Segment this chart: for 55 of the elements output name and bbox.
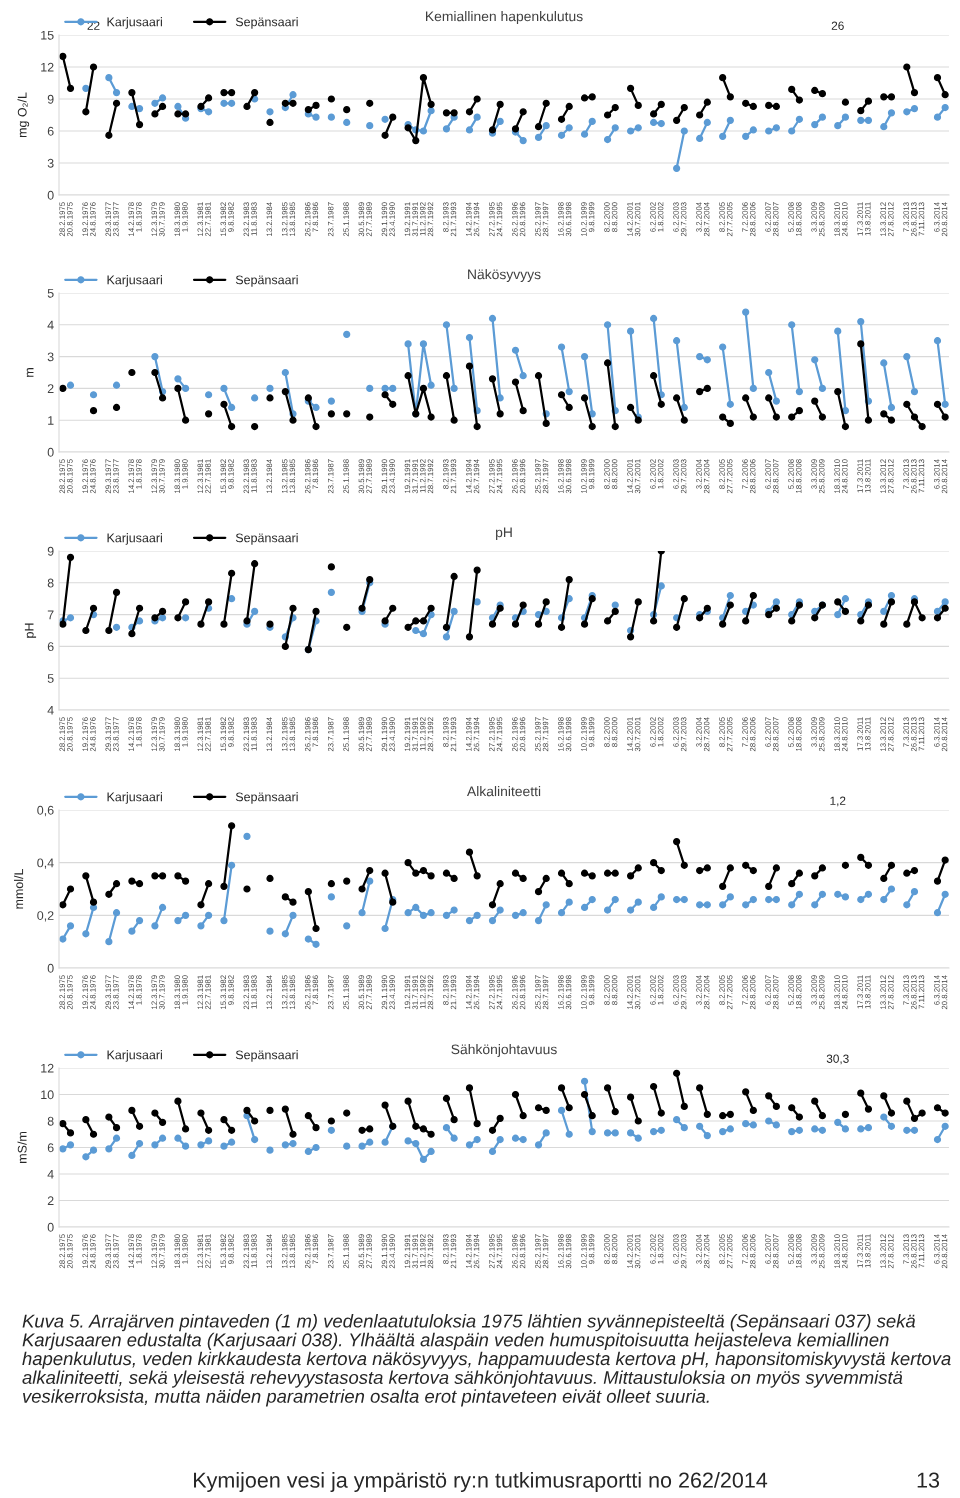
legend-label: Karjusaari bbox=[107, 275, 162, 287]
y-tick-label: 4 bbox=[47, 705, 54, 715]
text: 30,3 bbox=[826, 1054, 849, 1065]
y-axis-title: pH bbox=[24, 623, 37, 638]
chart-title: Sähkönjohtavuus bbox=[451, 1044, 557, 1057]
y-tick-label: 6 bbox=[47, 642, 54, 652]
y-tick-label: 6 bbox=[47, 126, 54, 136]
legend-label: Karjusaari bbox=[107, 533, 162, 545]
y-tick-label: 5 bbox=[47, 288, 54, 298]
y-tick-label: 12 bbox=[41, 1063, 54, 1073]
y-tick-label: 15 bbox=[41, 30, 54, 40]
y-tick-label: 1 bbox=[48, 416, 54, 425]
y-tick-label: 0,4 bbox=[37, 858, 54, 869]
legend-label: Karjusaari bbox=[107, 17, 162, 29]
legend-label: Sepänsaari bbox=[235, 1050, 298, 1062]
chart-title: pH bbox=[496, 527, 512, 540]
y-tick-label: 0 bbox=[47, 1222, 54, 1232]
y-axis-title: mg O₂/L bbox=[17, 92, 30, 138]
y-tick-label: 10 bbox=[41, 1090, 54, 1100]
y-tick-label: 0 bbox=[47, 963, 54, 973]
y-tick-label: 3 bbox=[47, 158, 54, 168]
y-axis-title: mmol/L bbox=[14, 868, 24, 909]
y-tick-label: 0,6 bbox=[37, 805, 54, 817]
legend-label: Sepänsaari bbox=[235, 792, 298, 804]
y-tick-label: 12 bbox=[41, 62, 54, 72]
text: 13 bbox=[917, 1472, 940, 1488]
legend-label: Sepänsaari bbox=[235, 533, 298, 545]
y-tick-label: 0,2 bbox=[37, 911, 54, 922]
y-axis-title: m bbox=[26, 368, 34, 377]
y-tick-label: 7 bbox=[47, 610, 54, 620]
y-tick-label: 2 bbox=[47, 384, 54, 393]
legend-label: Sepänsaari bbox=[235, 275, 298, 287]
legend-label: Sepänsaari bbox=[235, 17, 298, 29]
y-axis-title: mS/m bbox=[17, 1132, 27, 1163]
text: Kymijoen vesi ja ympäristö ry:n tutkimusraportti no 262/2014 bbox=[194, 1471, 768, 1493]
text: Kuva 5. Arrajärven pintaveden (1 m) vedenlaatutuloksia 1975 lähtien syvännepisteeltä (Sepänsaari 037) sekä Karjusaaren edustalta (Karjusaari 038). Ylhäältä alaspäin veden humuspitoisuutta heijasteleva kemiallinen hapenkulutus, veden kirkkaudesta kertova näkösyvyys, happamuudesta kertova pH, haponsitomiskyvystä kertova alkaliniteetti, sekä yleisestä rehevyystasosta kertova sähkönjohtavuus. Mittaustuloksia on myös syvemmistä vesikerroksista, mutta näiden parametrien osalta erot pintaveteen eivät olleet suuria. bbox=[22, 1314, 951, 1407]
y-tick-label: 3 bbox=[47, 352, 54, 362]
legend-label: Karjusaari bbox=[107, 1050, 162, 1062]
y-tick-label: 4 bbox=[47, 320, 54, 330]
y-tick-label: 8 bbox=[47, 578, 54, 588]
y-tick-label: 5 bbox=[47, 674, 54, 683]
y-tick-label: 4 bbox=[47, 1169, 54, 1179]
y-tick-label: 2 bbox=[47, 1196, 54, 1206]
text: 26 bbox=[831, 21, 844, 30]
y-tick-label: 0 bbox=[47, 447, 54, 457]
y-tick-label: 0 bbox=[47, 190, 54, 200]
y-tick-label: 9 bbox=[47, 94, 54, 104]
y-tick-label: 6 bbox=[47, 1143, 54, 1153]
chart-title: Näkösyvyys bbox=[468, 269, 541, 282]
legend-label: Karjusaari bbox=[107, 792, 162, 804]
chart-title: Alkaliniteetti bbox=[466, 786, 541, 797]
y-tick-label: 8 bbox=[47, 1116, 54, 1126]
y-tick-label: 9 bbox=[47, 546, 54, 556]
chart-title: Kemiallinen hapenkulutus bbox=[426, 11, 583, 24]
text: 1,2 bbox=[830, 796, 846, 807]
